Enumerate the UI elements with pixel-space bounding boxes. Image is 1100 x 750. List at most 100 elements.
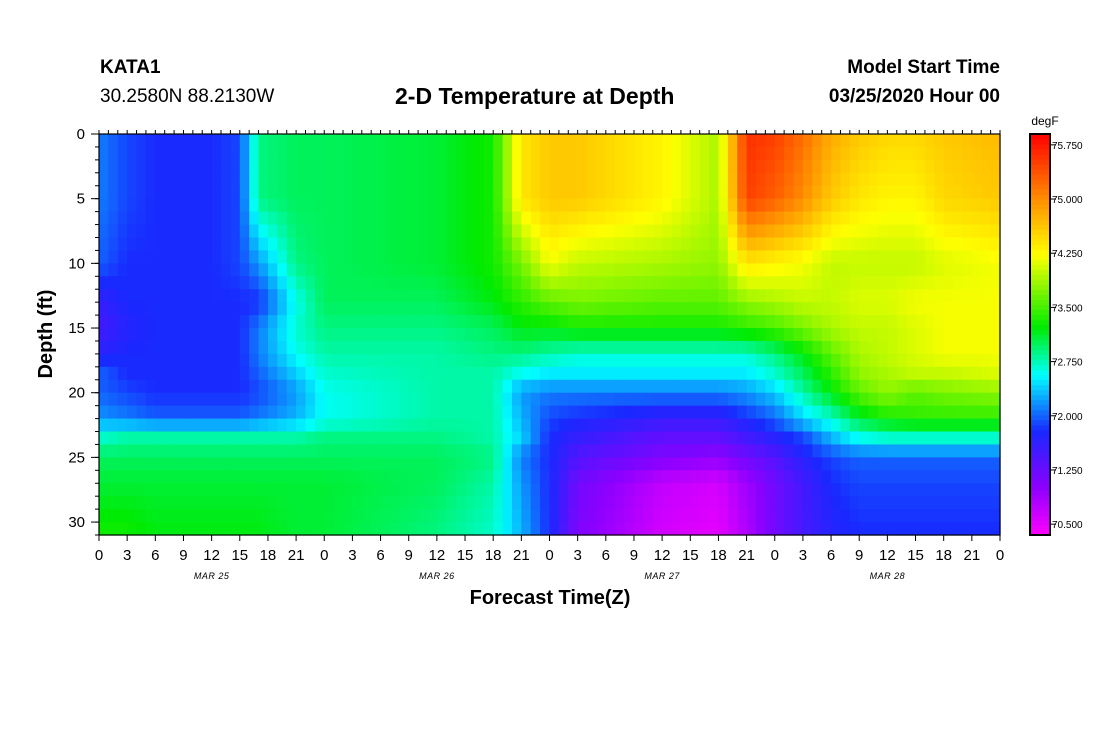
heatmap-cell [108, 263, 119, 277]
heatmap-cell [549, 379, 560, 394]
heatmap-cell [877, 509, 888, 523]
heatmap-cell [389, 172, 400, 187]
heatmap-cell [521, 211, 532, 226]
heatmap-cell [906, 224, 917, 239]
heatmap-cell [127, 289, 138, 303]
heatmap-cell [267, 379, 278, 394]
heatmap-cell [596, 302, 607, 316]
heatmap-cell [446, 457, 457, 471]
heatmap-cell [953, 470, 964, 484]
heatmap-cell [511, 198, 522, 213]
heatmap-cell [474, 392, 485, 407]
heatmap-cell [117, 134, 128, 148]
heatmap-cell [183, 224, 194, 239]
heatmap-cell [427, 379, 438, 394]
heatmap-cell [587, 328, 598, 342]
heatmap-cell [840, 302, 851, 316]
heatmap-cell [343, 431, 354, 446]
heatmap-cell [774, 146, 785, 161]
heatmap-cell [877, 185, 888, 200]
heatmap-cell [258, 263, 269, 277]
heatmap-cell [793, 224, 804, 239]
heatmap-cell [314, 289, 325, 303]
heatmap-cell [924, 237, 935, 252]
heatmap-cell [455, 237, 466, 252]
heatmap-cell [624, 134, 635, 148]
heatmap-cell [877, 237, 888, 252]
heatmap-cell [737, 250, 748, 264]
heatmap-cell [202, 211, 213, 226]
heatmap-cell [521, 198, 532, 213]
heatmap-cell [558, 392, 569, 407]
heatmap-cell [474, 328, 485, 342]
heatmap-cell [662, 418, 673, 433]
heatmap-cell [296, 302, 307, 316]
heatmap-cell [671, 263, 682, 277]
heatmap-cell [465, 457, 476, 471]
heatmap-cell [389, 198, 400, 213]
heatmap-cell [540, 250, 551, 264]
heatmap-cell [305, 470, 316, 484]
heatmap-cell [727, 315, 738, 329]
heatmap-cell [502, 172, 513, 187]
heatmap-cell [446, 496, 457, 510]
heatmap-cell [915, 159, 926, 174]
heatmap-cell [380, 340, 391, 355]
heatmap-cell [755, 418, 766, 433]
heatmap-cell [117, 405, 128, 420]
heatmap-cell [324, 405, 335, 420]
heatmap-cell [671, 211, 682, 226]
heatmap-cell [408, 379, 419, 394]
heatmap-cell [765, 353, 776, 368]
heatmap-cell [859, 392, 870, 407]
heatmap-cell [239, 289, 250, 303]
heatmap-cell [877, 522, 888, 536]
heatmap-cell [652, 418, 663, 433]
heatmap-cell [221, 431, 231, 446]
heatmap-cell [671, 146, 682, 161]
heatmap-cell [389, 496, 400, 510]
heatmap-cell [821, 198, 832, 213]
heatmap-cell [465, 340, 476, 355]
heatmap-cell [108, 522, 119, 536]
heatmap-cell [831, 159, 842, 174]
heatmap-cell [671, 470, 682, 484]
heatmap-cell [145, 418, 156, 433]
heatmap-cell [953, 509, 964, 523]
heatmap-cell [906, 366, 917, 381]
heatmap-cell [286, 418, 297, 433]
heatmap-cell [371, 496, 382, 510]
heatmap-cell [230, 289, 241, 303]
heatmap-cell [821, 237, 832, 252]
heatmap-cell [202, 315, 213, 329]
heatmap-cell [221, 211, 231, 226]
heatmap-cell [896, 392, 907, 407]
heatmap-cell [821, 276, 832, 290]
heatmap-cell [840, 276, 851, 290]
colorbar-segment [1030, 249, 1050, 255]
heatmap-cell [877, 250, 888, 264]
heatmap-cell [145, 315, 156, 329]
heatmap-cell [202, 418, 213, 433]
x-tick-label: 6 [151, 547, 159, 564]
heatmap-cell [258, 134, 269, 148]
heatmap-cell [324, 185, 335, 200]
heatmap-cell [192, 146, 203, 161]
heatmap-cell [202, 483, 213, 497]
heatmap-cell [296, 211, 307, 226]
colorbar-segment [1030, 414, 1050, 421]
heatmap-cell [831, 276, 842, 290]
heatmap-cell [221, 198, 231, 213]
heatmap-cell [971, 315, 982, 329]
heatmap-cell [108, 444, 119, 458]
heatmap-cell [408, 250, 419, 264]
heatmap-cell [699, 224, 710, 239]
heatmap-cell [249, 444, 260, 458]
colorbar: degF 75.75075.00074.25073.50072.75072.00… [1029, 114, 1083, 536]
heatmap-cell [418, 522, 429, 536]
heatmap-cell [352, 211, 363, 226]
heatmap-cell [436, 470, 447, 484]
heatmap-cell [521, 224, 532, 239]
heatmap-cell [765, 328, 776, 342]
heatmap-cell [549, 315, 560, 329]
